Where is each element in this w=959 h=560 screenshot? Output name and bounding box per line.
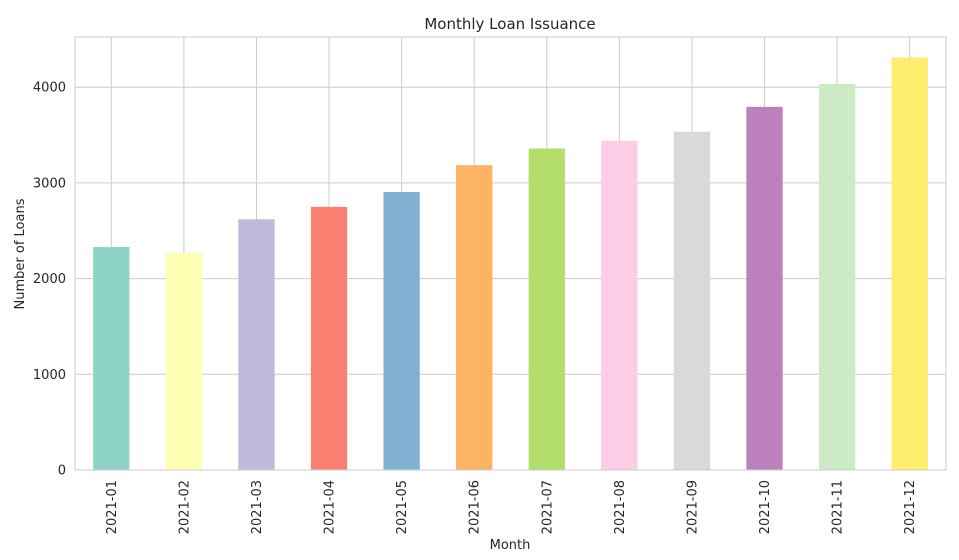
bar-2021-09 bbox=[673, 131, 711, 470]
plot-frame bbox=[74, 36, 947, 471]
bar-2021-10 bbox=[746, 106, 783, 471]
x-tick-label: 2021-04 bbox=[323, 480, 338, 534]
y-tick-labels: 0 1000 2000 3000 4000 bbox=[33, 81, 66, 479]
x-tick-label: 2021-07 bbox=[540, 480, 555, 534]
y-tick-label: 0 bbox=[58, 464, 66, 479]
x-tick-label: 2021-12 bbox=[903, 480, 918, 534]
bar-2021-08 bbox=[601, 140, 638, 470]
gridlines bbox=[75, 37, 946, 471]
x-tick-label: 2021-03 bbox=[250, 480, 265, 534]
bar-2021-02 bbox=[165, 252, 203, 470]
chart-title: Monthly Loan Issuance bbox=[424, 15, 595, 33]
bar-2021-03 bbox=[238, 219, 275, 470]
bar-2021-06 bbox=[456, 165, 493, 471]
x-tick-label: 2021-09 bbox=[685, 480, 700, 534]
x-tick-label: 2021-06 bbox=[468, 480, 483, 534]
y-axis-label: Number of Loans bbox=[13, 198, 28, 309]
bar-2021-11 bbox=[818, 83, 856, 470]
bar-2021-01 bbox=[93, 247, 130, 470]
x-tick-label: 2021-11 bbox=[831, 480, 846, 534]
bar-2021-07 bbox=[528, 148, 565, 470]
x-tick-label: 2021-01 bbox=[105, 480, 120, 534]
x-tick-label: 2021-10 bbox=[758, 480, 773, 534]
y-tick-label: 2000 bbox=[33, 272, 66, 287]
x-tick-labels: 2021-01 2021-02 2021-03 2021-04 2021-05 2021-… bbox=[105, 480, 918, 534]
y-tick-label: 4000 bbox=[33, 81, 66, 96]
x-tick-label: 2021-08 bbox=[613, 480, 628, 534]
bar-2021-04 bbox=[310, 206, 348, 470]
y-tick-label: 1000 bbox=[33, 368, 66, 383]
bar-2021-05 bbox=[383, 192, 420, 470]
bar-2021-12 bbox=[891, 57, 928, 470]
y-tick-label: 3000 bbox=[33, 176, 66, 191]
x-tick-label: 2021-02 bbox=[177, 480, 192, 534]
bars bbox=[93, 57, 928, 471]
x-tick-label: 2021-05 bbox=[395, 480, 410, 534]
x-axis-label: Month bbox=[490, 538, 531, 553]
